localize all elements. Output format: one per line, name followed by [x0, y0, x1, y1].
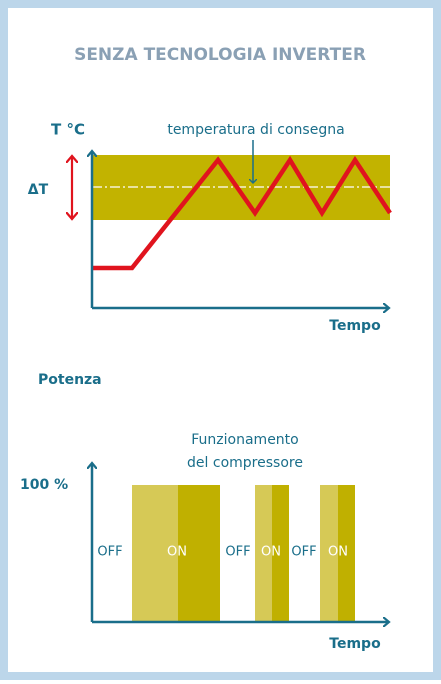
state-label: OFF — [291, 545, 316, 560]
bar-light — [132, 485, 178, 622]
bar-dark — [272, 485, 289, 622]
power-label: Potenza — [38, 372, 102, 388]
annotation: temperatura di consegna — [167, 122, 344, 138]
x-label: Tempo — [329, 318, 381, 334]
delta-label: ΔT — [28, 182, 49, 198]
state-label: ON — [261, 545, 281, 560]
temperature-line — [92, 155, 392, 271]
bar-dark — [338, 485, 355, 622]
title: SENZA TECNOLOGIA INVERTER — [74, 45, 366, 65]
state-label: OFF — [97, 545, 122, 560]
bar-dark — [178, 485, 220, 622]
caption: del compressore — [187, 455, 303, 471]
state-label: ON — [167, 545, 187, 560]
caption: Funzionamento — [191, 432, 298, 448]
bar-light — [320, 485, 338, 622]
max-label: 100 % — [20, 477, 68, 493]
bar-light — [255, 485, 272, 622]
state-label: ON — [328, 545, 348, 560]
y-label: T °C — [51, 121, 85, 139]
state-label: OFF — [225, 545, 250, 560]
x-label: Tempo — [329, 636, 381, 652]
